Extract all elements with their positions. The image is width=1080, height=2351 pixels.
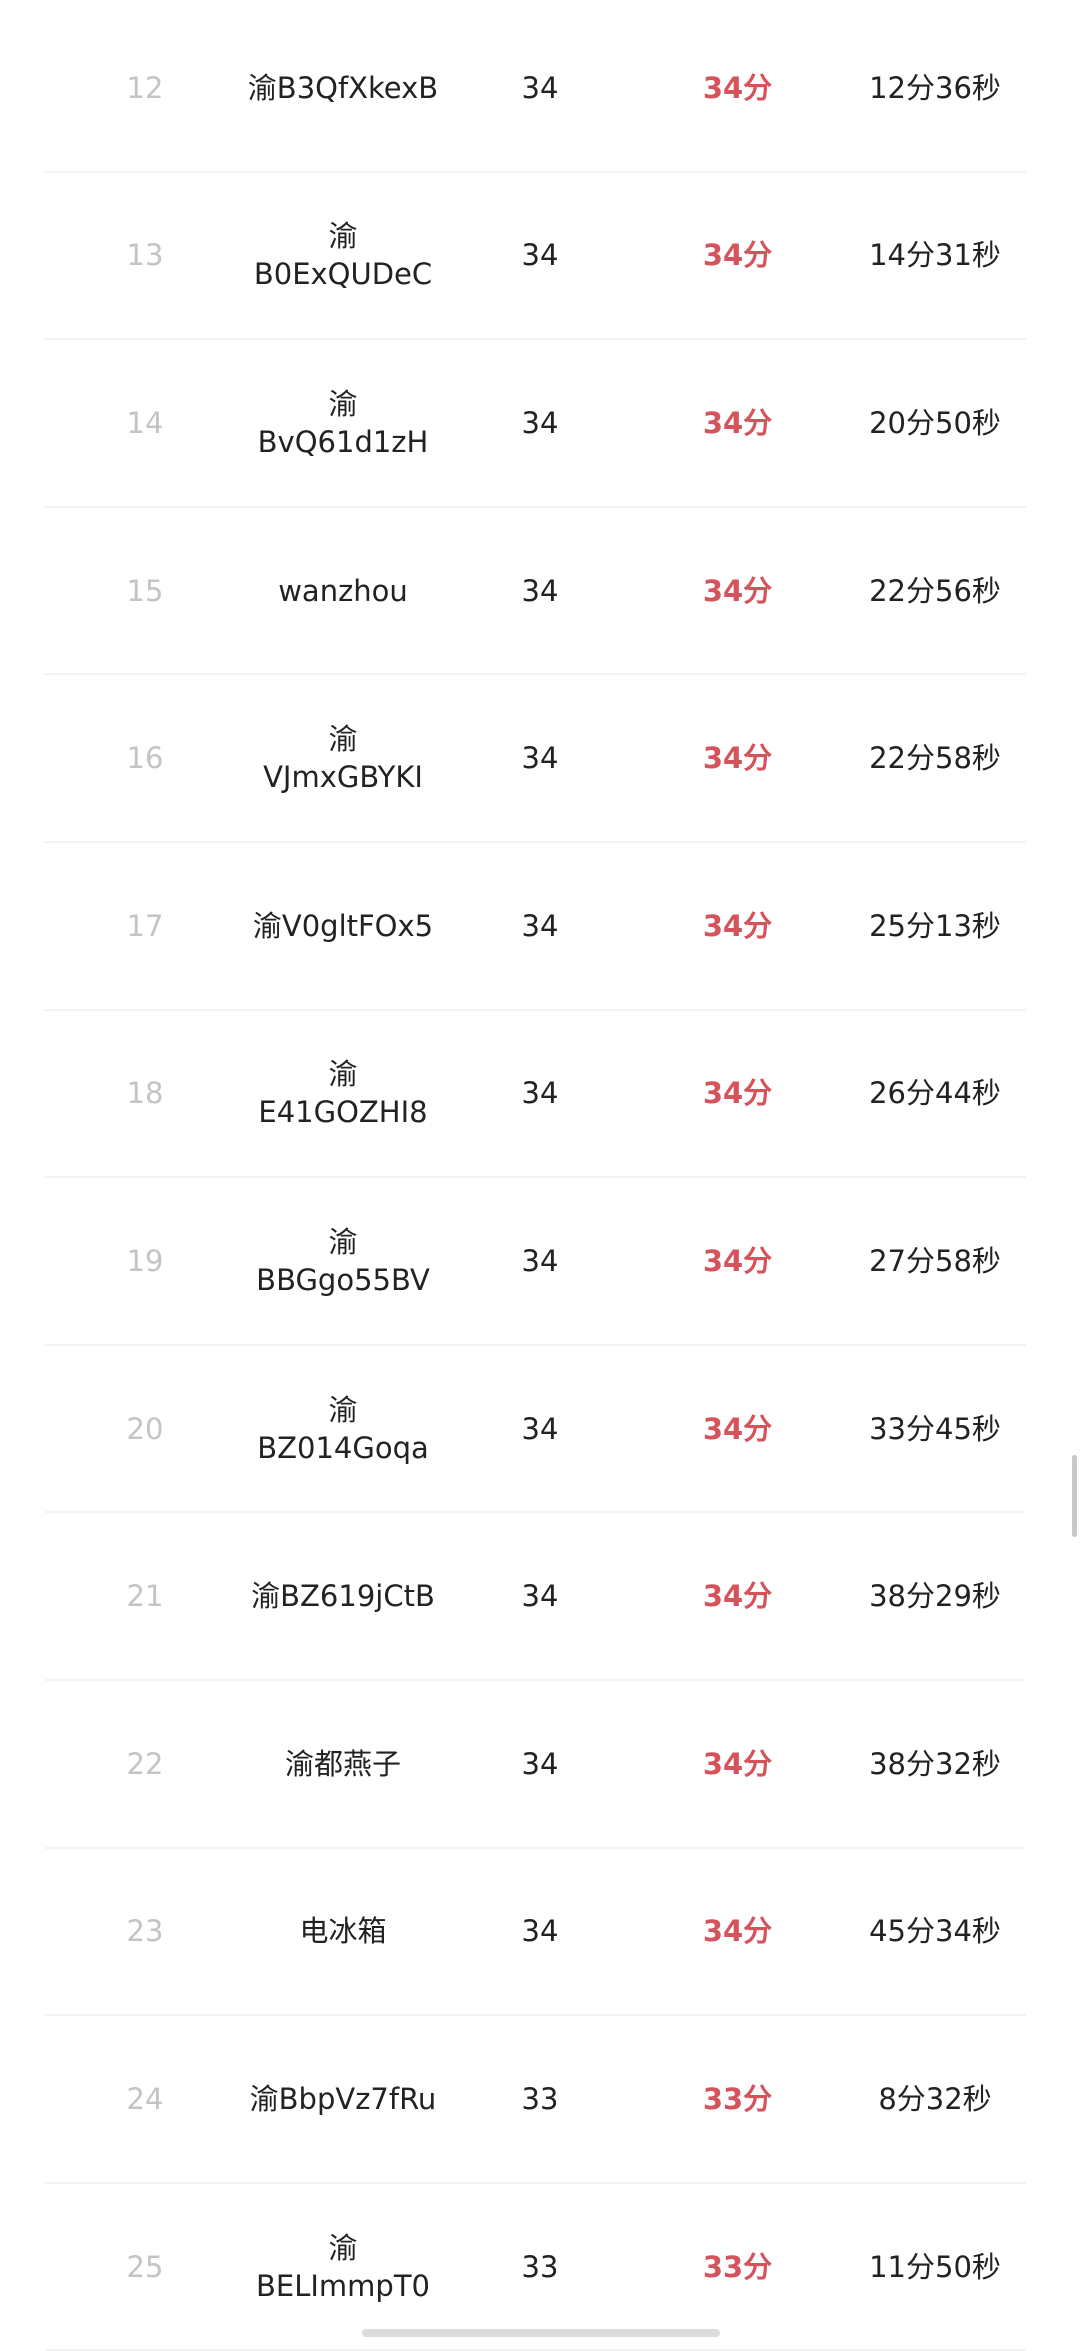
scrollbar[interactable] — [1072, 1455, 1077, 1537]
rank-cell: 23 — [126, 1914, 164, 1949]
points-cell: 34分 — [702, 573, 773, 608]
points-cell: 34分 — [702, 1411, 773, 1446]
score-cell: 34 — [521, 405, 559, 440]
name-cell: 渝BbpVz7fRu — [249, 2081, 437, 2116]
score-cell: 33 — [521, 2081, 559, 2116]
rank-cell: 17 — [126, 908, 164, 943]
table-row[interactable]: 21 渝BZ619jCtB 34 34分 38分29秒 — [45, 1513, 1026, 1681]
time-cell: 25分13秒 — [869, 908, 1001, 943]
leaderboard-table: 12 渝B3QfXkexB 34 34分 12分36秒 13 渝 B0ExQUDeC 34 34分… — [0, 5, 1080, 2351]
table-row[interactable]: 25 渝 BELImmpT0 33 33分 11分50秒 — [45, 2184, 1026, 2351]
points-cell: 34分 — [702, 1746, 773, 1781]
points-cell: 34分 — [702, 1076, 773, 1111]
name-cell: 渝V0gltFOx5 — [252, 908, 434, 943]
time-cell: 22分56秒 — [869, 573, 1001, 608]
name-cell: 渝BZ619jCtB — [251, 1579, 435, 1614]
rank-cell: 18 — [126, 1076, 164, 1111]
score-cell: 34 — [521, 238, 559, 273]
name-cell: wanzhou — [278, 573, 408, 608]
score-cell: 34 — [521, 1579, 559, 1614]
points-cell: 34分 — [702, 908, 773, 943]
name-cell: 渝 BBGgo55BV — [256, 1224, 430, 1297]
table-row[interactable]: 20 渝 BZ014Goqa 34 34分 33分45秒 — [45, 1346, 1026, 1514]
name-cell: 渝 B0ExQUDeC — [253, 219, 433, 292]
time-cell: 12分36秒 — [869, 70, 1001, 105]
score-cell: 34 — [521, 1914, 559, 1949]
points-cell: 33分 — [702, 2081, 773, 2116]
rank-cell: 21 — [126, 1579, 164, 1614]
rank-cell: 16 — [126, 741, 164, 776]
time-cell: 27分58秒 — [869, 1243, 1001, 1278]
name-cell: 渝 E41GOZHI8 — [258, 1057, 428, 1130]
table-row[interactable]: 14 渝 BvQ61d1zH 34 34分 20分50秒 — [45, 340, 1026, 508]
score-cell: 34 — [521, 1411, 559, 1446]
table-row[interactable]: 23 电冰箱 34 34分 45分34秒 — [45, 1849, 1026, 2017]
points-cell: 34分 — [702, 1914, 773, 1949]
time-cell: 14分31秒 — [869, 238, 1001, 273]
time-cell: 8分32秒 — [878, 2081, 992, 2116]
name-cell: 渝 BELImmpT0 — [256, 2230, 430, 2303]
points-cell: 34分 — [702, 405, 773, 440]
score-cell: 34 — [521, 573, 559, 608]
table-row[interactable]: 13 渝 B0ExQUDeC 34 34分 14分31秒 — [45, 173, 1026, 341]
points-cell: 34分 — [702, 741, 773, 776]
rank-cell: 14 — [126, 405, 164, 440]
table-row[interactable]: 24 渝BbpVz7fRu 33 33分 8分32秒 — [45, 2016, 1026, 2184]
points-cell: 34分 — [702, 70, 773, 105]
score-cell: 34 — [521, 1076, 559, 1111]
rank-cell: 20 — [126, 1411, 164, 1446]
score-cell: 33 — [521, 2249, 559, 2284]
time-cell: 38分29秒 — [869, 1579, 1001, 1614]
rank-cell: 15 — [126, 573, 164, 608]
points-cell: 34分 — [702, 1243, 773, 1278]
name-cell: 渝B3QfXkexB — [247, 70, 439, 105]
points-cell: 33分 — [702, 2249, 773, 2284]
time-cell: 26分44秒 — [869, 1076, 1001, 1111]
name-cell: 渝 BvQ61d1zH — [257, 386, 429, 459]
table-row[interactable]: 15 wanzhou 34 34分 22分56秒 — [45, 508, 1026, 676]
table-row[interactable]: 19 渝 BBGgo55BV 34 34分 27分58秒 — [45, 1178, 1026, 1346]
score-cell: 34 — [521, 908, 559, 943]
rank-cell: 22 — [126, 1746, 164, 1781]
table-row[interactable]: 12 渝B3QfXkexB 34 34分 12分36秒 — [45, 5, 1026, 173]
time-cell: 20分50秒 — [869, 405, 1001, 440]
time-cell: 11分50秒 — [869, 2249, 1001, 2284]
table-row[interactable]: 22 渝都燕子 34 34分 38分32秒 — [45, 1681, 1026, 1849]
home-indicator[interactable] — [362, 2329, 720, 2337]
name-cell: 渝 BZ014Goqa — [257, 1392, 429, 1465]
time-cell: 38分32秒 — [869, 1746, 1001, 1781]
name-cell: 渝都燕子 — [284, 1746, 401, 1781]
time-cell: 22分58秒 — [869, 741, 1001, 776]
table-row[interactable]: 17 渝V0gltFOx5 34 34分 25分13秒 — [45, 843, 1026, 1011]
table-row[interactable]: 16 渝 VJmxGBYKI 34 34分 22分58秒 — [45, 675, 1026, 843]
rank-cell: 25 — [126, 2249, 164, 2284]
score-cell: 34 — [521, 70, 559, 105]
points-cell: 34分 — [702, 1579, 773, 1614]
rank-cell: 13 — [126, 238, 164, 273]
rank-cell: 12 — [126, 70, 164, 105]
score-cell: 34 — [521, 1243, 559, 1278]
time-cell: 45分34秒 — [869, 1914, 1001, 1949]
name-cell: 电冰箱 — [299, 1914, 387, 1949]
score-cell: 34 — [521, 1746, 559, 1781]
score-cell: 34 — [521, 741, 559, 776]
rank-cell: 24 — [126, 2081, 164, 2116]
points-cell: 34分 — [702, 238, 773, 273]
name-cell: 渝 VJmxGBYKI — [263, 722, 423, 795]
rank-cell: 19 — [126, 1243, 164, 1278]
table-row[interactable]: 18 渝 E41GOZHI8 34 34分 26分44秒 — [45, 1011, 1026, 1179]
time-cell: 33分45秒 — [869, 1411, 1001, 1446]
